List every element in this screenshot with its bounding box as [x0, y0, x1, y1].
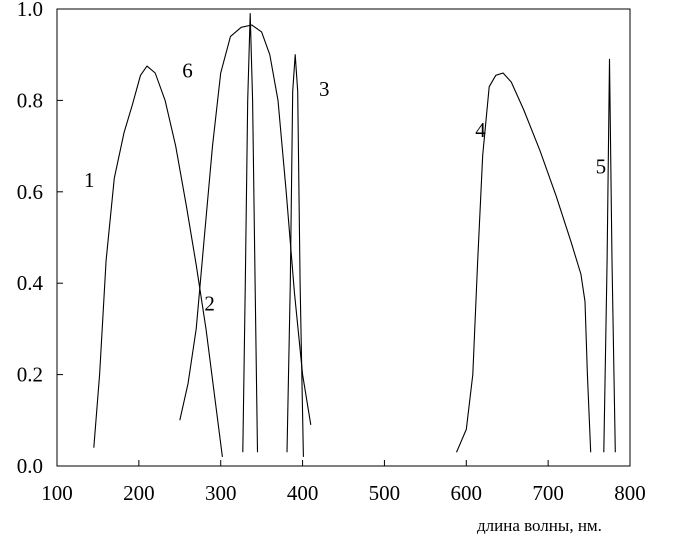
- series-layer: [93, 13, 616, 457]
- x-tick-label: 500: [369, 481, 401, 505]
- series-label-3: 3: [319, 77, 330, 101]
- axes: 0.0 0.2 0.4 0.6 0.8 1.0 100 200 300 400 500 600 700 8…: [17, 0, 646, 505]
- plot-frame: [56, 8, 631, 467]
- x-tick-label: 800: [614, 481, 646, 505]
- x-tick-label: 700: [532, 481, 564, 505]
- y-tick-label: 1.0: [17, 0, 43, 21]
- series-line-1: [93, 65, 223, 457]
- x-tick-label: 400: [287, 481, 319, 505]
- y-tick-label: 0.6: [17, 180, 43, 204]
- x-tick-label: 300: [205, 481, 237, 505]
- x-axis-label: длина волны, нм.: [477, 516, 602, 534]
- series-line-2: [242, 13, 259, 453]
- x-tick-label: 200: [123, 481, 155, 505]
- series-label-5: 5: [596, 155, 607, 179]
- series-line-3: [286, 54, 304, 457]
- y-tick-label: 0.0: [17, 454, 43, 478]
- labels-layer: 1 2 3 4 5 6: [84, 59, 606, 316]
- series-line-6: [179, 24, 312, 425]
- series-label-2: 2: [204, 292, 215, 316]
- y-tick-label: 0.4: [17, 271, 44, 295]
- series-line-4: [455, 72, 592, 453]
- x-tick-label: 600: [451, 481, 483, 505]
- series-label-6: 6: [182, 59, 193, 83]
- series-line-5: [603, 58, 616, 453]
- y-tick-label: 0.2: [17, 363, 43, 387]
- series-label-1: 1: [84, 168, 95, 192]
- y-tick-label: 0.8: [17, 88, 43, 112]
- x-tick-label: 100: [41, 481, 73, 505]
- series-label-4: 4: [475, 118, 486, 142]
